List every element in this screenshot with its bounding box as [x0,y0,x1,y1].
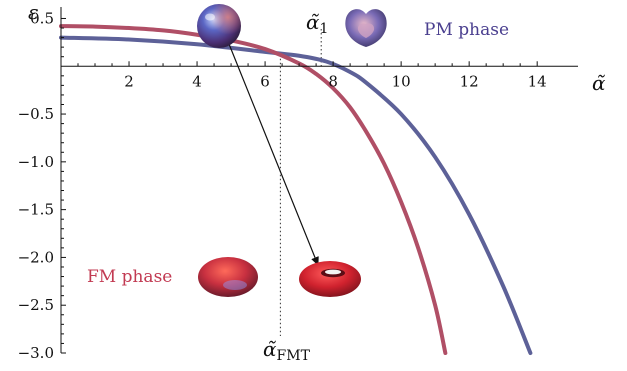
y-axis-label: ε [28,0,39,24]
sphere-icon [197,4,241,48]
x-tick-label: 6 [260,72,270,90]
x-tick-label: 12 [460,72,479,90]
y-tick-label: −1.5 [18,201,54,219]
series-layer [59,24,533,355]
y-tick-label: −1.0 [18,153,54,171]
y-tick-label: −2.5 [18,296,54,314]
y-tick-label: 0.5 [30,9,54,27]
y-ticks: 0.5 −0.5 −1.0 −1.5 −2.0 −2.5 −3.0 [18,9,66,362]
fm-phase-label: FM phase [87,267,172,287]
alpha-fmt-label: α̃FMT [263,337,311,364]
oblate-spheroid-icon [198,257,258,297]
pm-phase-label: PM phase [424,20,509,40]
x-tick-label: 4 [192,72,202,90]
y-tick-label: −3.0 [18,344,54,362]
alpha1-label: α̃1 [306,10,328,37]
y-tick-label: −2.0 [18,248,54,266]
y-tick-label: −0.5 [18,105,54,123]
x-tick-label: 14 [528,72,547,90]
x-tick-label: 2 [124,72,134,90]
transition-arrow [228,43,319,266]
x-tick-label: 10 [392,72,411,90]
series-line-pm [59,35,533,355]
x-axis-label: α̃ [592,71,606,95]
heart-shape-icon [345,9,387,48]
series-line-fm [59,24,448,355]
torus-icon [299,261,361,297]
x-ticks: 2 4 6 8 10 12 14 [77,61,547,90]
x-tick-label: 8 [328,72,338,90]
